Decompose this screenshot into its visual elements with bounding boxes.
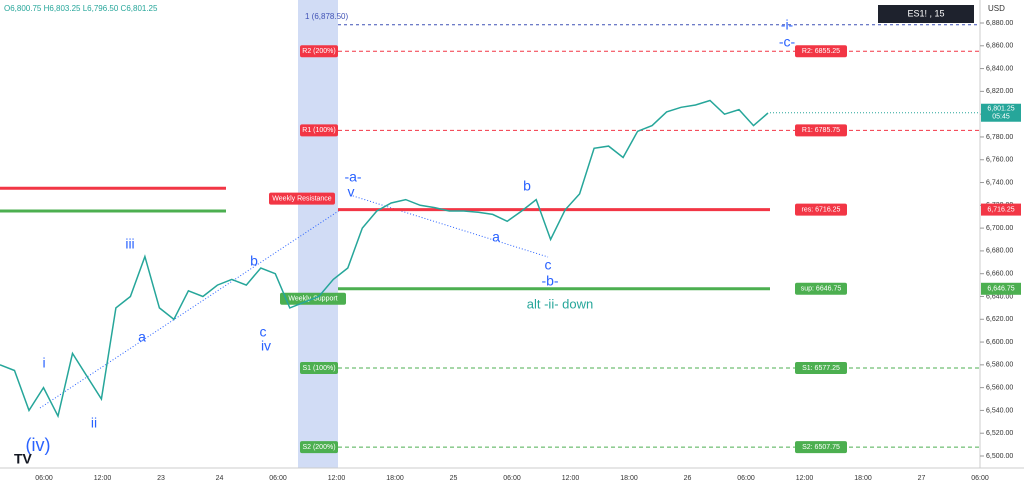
y-tick-label: 6,880.00	[986, 20, 1013, 27]
level-name-box	[269, 192, 335, 205]
level-name: R2 (200%)	[302, 48, 335, 55]
wave-label: iv	[261, 338, 271, 354]
level-label: S2: 6507.75	[802, 444, 840, 451]
ohlc: O6,800.75 H6,803.25 L6,796.50 C6,801.25	[4, 4, 158, 13]
plot-area	[0, 0, 980, 468]
level-label: S1: 6577.25	[802, 365, 840, 372]
wave-label: a	[138, 329, 146, 345]
level-name-box	[300, 124, 338, 137]
session-band	[298, 0, 338, 468]
x-tick-label: 26	[684, 475, 692, 482]
x-tick-label: 25	[450, 475, 458, 482]
y-tick-label: 6,680.00	[986, 248, 1013, 255]
level-box	[795, 203, 847, 216]
level-box	[795, 282, 847, 295]
x-tick-label: 06:00	[35, 475, 53, 482]
y-tick-label: 6,760.00	[986, 157, 1013, 164]
wave-label: ii	[91, 415, 97, 431]
y-tick-label: 6,500.00	[986, 453, 1013, 460]
wave-label: iii	[125, 236, 134, 252]
level-name-box	[300, 361, 338, 374]
level-label: sup: 6646.75	[801, 286, 842, 293]
level-name-box	[300, 45, 338, 58]
last-price: 6,801.25	[987, 106, 1014, 113]
currency: USD	[988, 4, 1005, 13]
wave-label: c	[260, 324, 267, 340]
axis-price: 6,646.75	[987, 286, 1014, 293]
x-tick-label: 12:00	[328, 475, 346, 482]
price-line	[0, 99, 769, 419]
axis-price: 6,716.25	[987, 206, 1014, 213]
axis-price-box	[981, 282, 1021, 295]
x-tick-label: 18:00	[620, 475, 638, 482]
x-tick-label: 18:00	[386, 475, 404, 482]
y-tick-label: 6,600.00	[986, 339, 1013, 346]
y-tick-label: 6,620.00	[986, 316, 1013, 323]
y-tick-label: 6,640.00	[986, 293, 1013, 300]
level-box	[795, 441, 847, 454]
wave-label: b	[523, 178, 531, 194]
drawing: 6,500.00 6,520.00 6,540.00 6,560.00 6,580.00…	[0, 12, 1021, 482]
last-time: 05:45	[992, 114, 1010, 121]
level-name: Weekly Resistance	[272, 195, 332, 202]
level-name: S2 (200%)	[302, 444, 335, 451]
level-name-box	[300, 441, 338, 454]
symbol-box	[878, 5, 974, 23]
x-tick-label: 24	[216, 475, 224, 482]
level-label: R1: 6785.75	[802, 127, 840, 134]
y-tick-label: 6,780.00	[986, 134, 1013, 141]
x-tick-label: 12:00	[796, 475, 814, 482]
x-tick-label: 27	[918, 475, 926, 482]
wave-label: -c-	[779, 34, 796, 50]
symbol: ES1! , 15	[907, 8, 944, 18]
y-tick-label: 6,740.00	[986, 179, 1013, 186]
wave-label: alt -ii- down	[527, 296, 593, 311]
y-tick-label: 6,840.00	[986, 65, 1013, 72]
logo: TV	[14, 451, 33, 467]
level-label: R2: 6855.25	[802, 48, 840, 55]
level-name: R1 (100%)	[302, 127, 335, 134]
x-tick-label: 06:00	[269, 475, 287, 482]
y-tick-label: 6,860.00	[986, 43, 1013, 50]
level-box	[795, 361, 847, 374]
y-tick-label: 6,700.00	[986, 225, 1013, 232]
x-tick-label: 06:00	[971, 475, 989, 482]
wave-label: -a-	[344, 169, 361, 185]
top-level-label: 1 (6,878.50)	[305, 12, 348, 21]
level-name: S1 (100%)	[302, 365, 335, 372]
wave-label: v	[348, 184, 355, 200]
y-tick-label: 6,660.00	[986, 271, 1013, 278]
wave-label: c	[545, 257, 552, 273]
wave-label: i	[42, 355, 45, 371]
x-tick-label: 12:00	[94, 475, 112, 482]
y-tick-label: 6,580.00	[986, 362, 1013, 369]
level-label: res: 6716.25	[802, 206, 841, 213]
last-box	[981, 103, 1021, 122]
x-tick-label: 06:00	[503, 475, 521, 482]
wave-label: a	[492, 229, 500, 245]
y-tick-label: 6,520.00	[986, 430, 1013, 437]
axis-price-box	[981, 203, 1021, 216]
x-tick-label: 06:00	[737, 475, 755, 482]
y-tick-label: 6,540.00	[986, 407, 1013, 414]
wave-label: -b-	[541, 273, 558, 289]
x-tick-label: 12:00	[562, 475, 580, 482]
y-tick-label: 6,560.00	[986, 384, 1013, 391]
level-box	[795, 124, 847, 137]
wave-label: b	[250, 253, 258, 269]
wave-label: -i-	[781, 17, 794, 33]
x-tick-label: 18:00	[854, 475, 872, 482]
wave-label: (iv)	[26, 435, 51, 455]
level-box	[795, 45, 847, 58]
x-tick-label: 23	[157, 475, 165, 482]
y-tick-label: 6,820.00	[986, 88, 1013, 95]
